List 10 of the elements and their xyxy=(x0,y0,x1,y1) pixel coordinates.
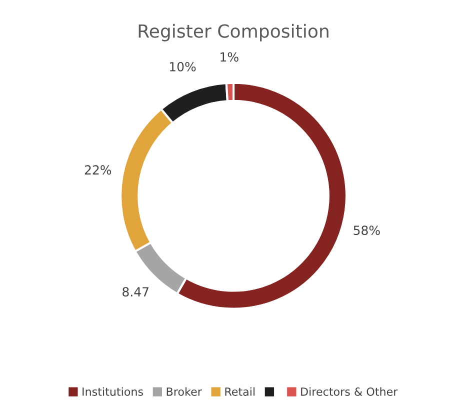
legend-label: Broker xyxy=(166,387,202,396)
data-label: 1% xyxy=(220,52,238,62)
data-label: 10% xyxy=(170,62,196,72)
legend-label: Institutions xyxy=(82,387,144,396)
data-label: 8.47 xyxy=(122,287,148,297)
data-label: 22% xyxy=(84,165,112,175)
data-label: 58% xyxy=(354,226,380,236)
legend-label: Retail xyxy=(225,387,255,396)
legend-label: Directors & Other xyxy=(301,387,398,396)
chart-title: Register Composition xyxy=(138,24,328,42)
